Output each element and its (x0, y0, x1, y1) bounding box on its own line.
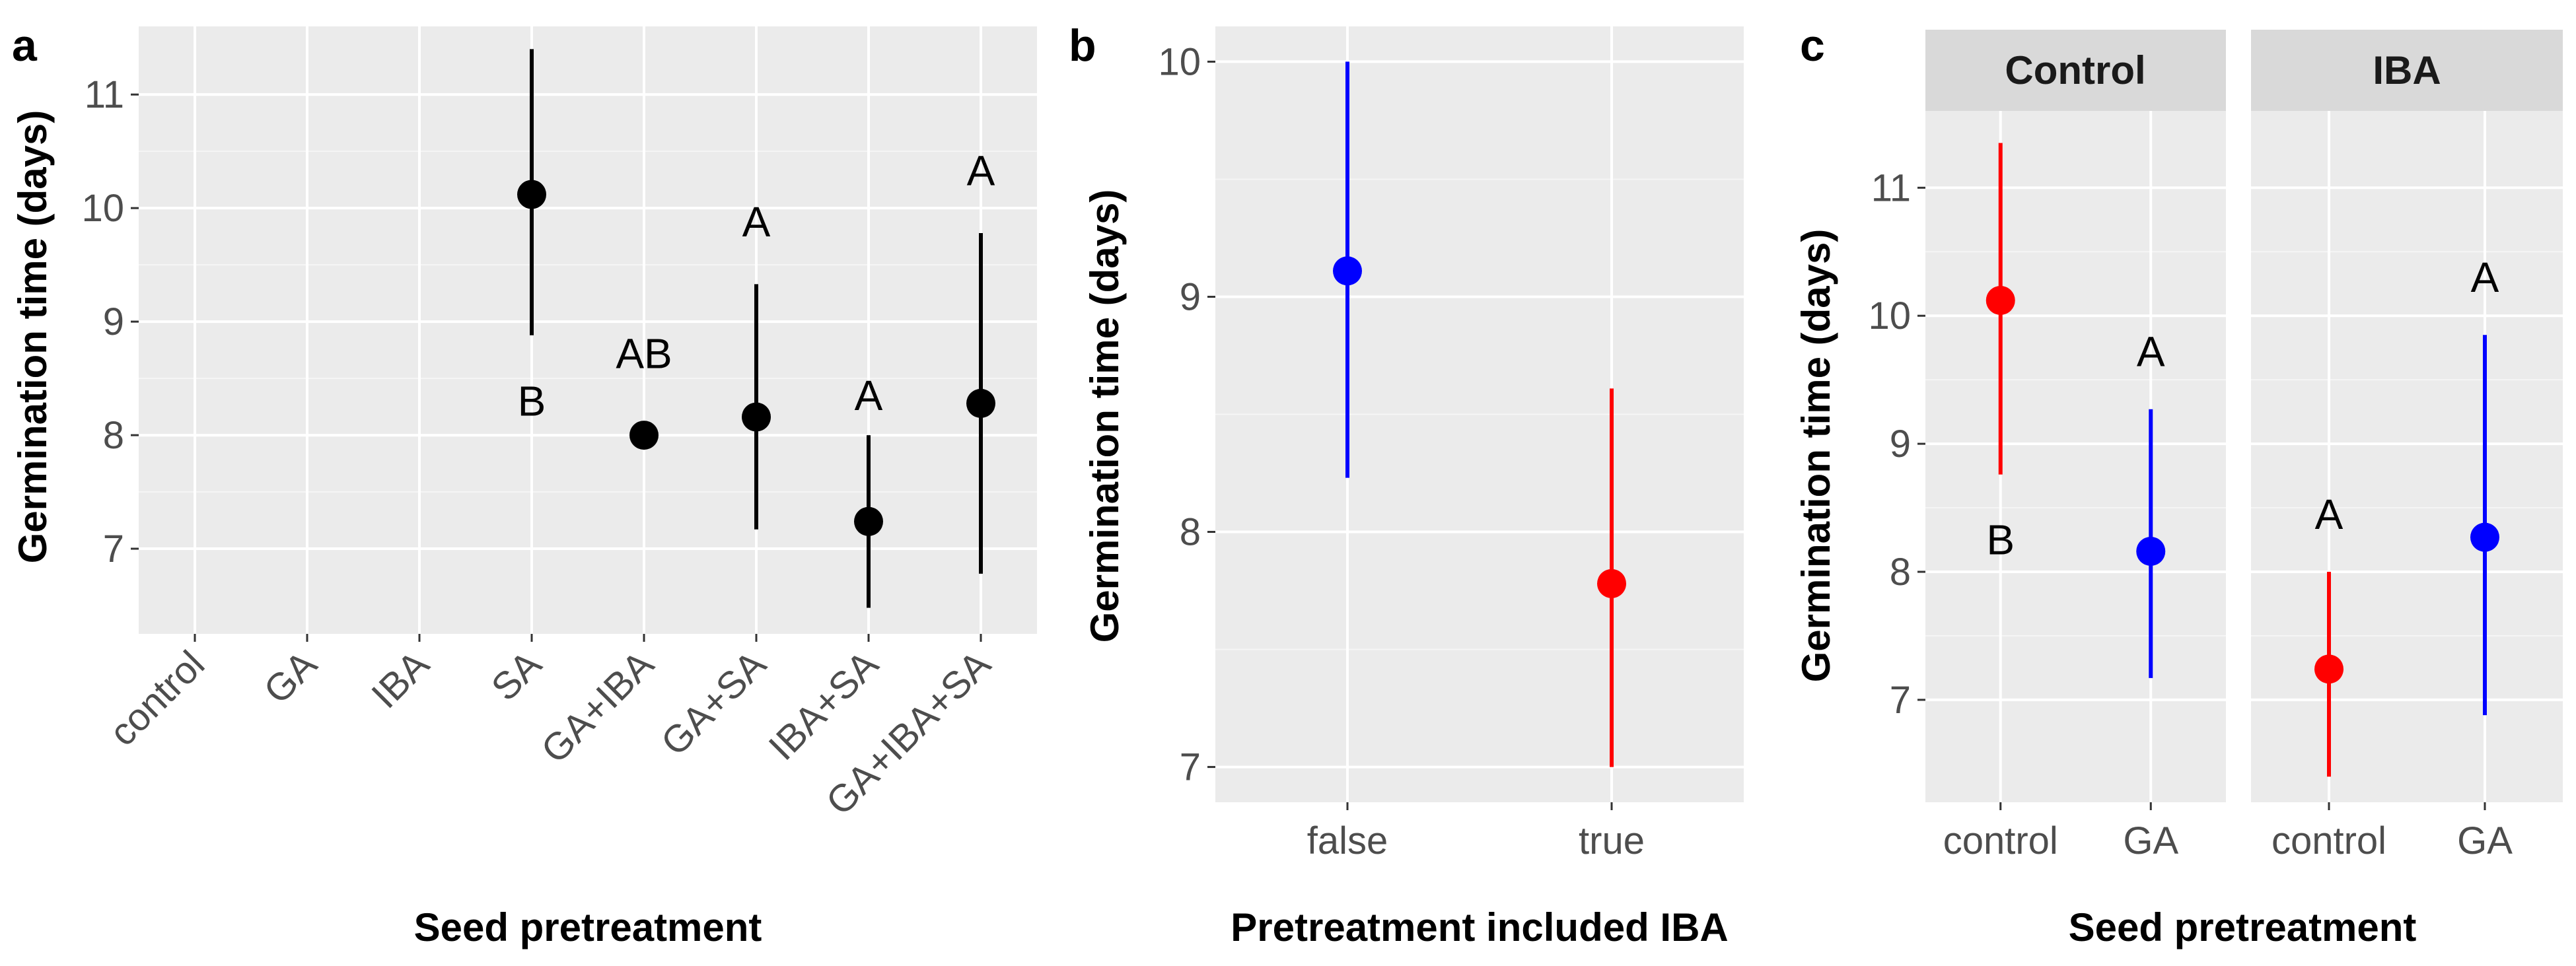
panel-c-strip-control-label: Control (2005, 48, 2145, 92)
panel-a-x-tick-label: SA (483, 642, 550, 709)
panel-c-facet-iba-background (2251, 111, 2563, 802)
panel-a-point (742, 402, 771, 432)
panel-c-letter-label: A (2471, 254, 2499, 301)
panel-b-x-axis-title: Pretreatment included IBA (1231, 905, 1729, 949)
panel-a-y-axis-title: Germination time (days) (11, 110, 55, 564)
panel-c-strip-control (1925, 30, 2226, 111)
panel-a-tag: a (12, 20, 38, 71)
panel-c-point (2136, 536, 2166, 566)
panel-c-facet-control-background (1925, 111, 2226, 802)
panel-c-y-axis-title: Germination time (days) (1794, 229, 1838, 683)
panel-c-letter-label: B (1986, 516, 2015, 564)
panel-c-letter-label: A (2315, 491, 2343, 538)
panel-a-point (517, 180, 546, 209)
panel-c-x-tick-label: control (1943, 819, 2058, 862)
panel-b-x-axis: false true (1307, 802, 1645, 862)
panel-a-y-tick-label: 7 (103, 528, 124, 570)
panel-a-letter-label: A (742, 198, 771, 246)
panel-c-point (1986, 285, 2015, 315)
panel-a-x-tick-label: GA+SA (653, 642, 774, 764)
panel-a-letter-label: A (855, 372, 883, 419)
panel-a-x-axis-title: Seed pretreatment (414, 905, 762, 949)
panel-b-point (1333, 256, 1362, 286)
panel-a-letter-label: B (518, 377, 546, 425)
panel-a-letter-label: AB (616, 329, 672, 377)
panel-c-y-tick-label: 7 (1890, 679, 1911, 722)
panel-c-strip-iba (2251, 30, 2563, 111)
panel-a-point (854, 506, 883, 536)
panel-a-background (139, 26, 1037, 634)
panel-c-tag: c (1800, 20, 1825, 71)
panel-c-y-tick-label: 10 (1868, 294, 1911, 337)
panel-c-x-tick-label: GA (2457, 819, 2513, 862)
panel-c-x-axis: control GA control GA (1943, 802, 2513, 862)
panel-c-x-tick-label: GA (2123, 819, 2178, 862)
panel-c-point (2314, 654, 2343, 684)
panel-c-x-tick-label: control (2272, 819, 2386, 862)
panel-b: 7 8 9 10 false true b Germination time (days… (1069, 20, 1744, 949)
panel-a-x-tick-label: GA+IBA (533, 642, 662, 771)
panel-b-marks (1333, 61, 1626, 767)
panel-c-letter-label: A (2137, 328, 2165, 376)
panel-a-x-tick-label: control (101, 642, 213, 754)
panel-c-marks: B A A A (1986, 143, 2499, 777)
panel-a-x-tick-label: GA (256, 642, 325, 712)
panel-c-x-axis-title: Seed pretreatment (2069, 905, 2417, 949)
panel-c-y-tick-label: 11 (1871, 166, 1911, 209)
panel-a-y-tick-label: 10 (81, 187, 124, 230)
panel-a-point (629, 421, 659, 450)
panel-a-y-tick-label: 8 (103, 414, 124, 457)
panel-a-y-tick-label: 11 (85, 73, 124, 116)
panel-c-strip-iba-label: IBA (2373, 48, 2441, 92)
panel-a-marks: B AB A A A (517, 49, 995, 608)
panel-b-x-tick-label: false (1307, 819, 1388, 862)
panel-b-y-tick-label: 8 (1180, 511, 1201, 554)
panel-c-y-axis: 7 8 9 10 11 (1868, 166, 1925, 722)
panel-b-y-axis-title: Germination time (days) (1083, 190, 1127, 643)
panel-b-tag: b (1069, 20, 1096, 71)
panel-c-point (2470, 522, 2499, 552)
panel-a-letter-label: A (967, 147, 995, 194)
panel-b-x-tick-label: true (1579, 819, 1645, 862)
panel-b-y-tick-label: 10 (1158, 40, 1201, 83)
panel-a-y-tick-label: 9 (103, 300, 124, 343)
panel-b-y-tick-label: 7 (1180, 746, 1201, 789)
panel-b-y-tick-label: 9 (1180, 275, 1201, 318)
panel-c-y-tick-label: 8 (1890, 551, 1911, 594)
panel-c-y-tick-label: 9 (1890, 423, 1911, 466)
panel-a-y-axis: 7 8 9 10 11 (81, 73, 139, 570)
panel-b-y-axis: 7 8 9 10 (1158, 40, 1215, 789)
panel-c: Control IBA 7 8 9 10 11 control GA control GA B… (1794, 20, 2563, 949)
panel-a-point (966, 388, 995, 418)
panel-b-point (1597, 569, 1626, 598)
panel-a-x-tick-label: IBA (363, 642, 437, 716)
